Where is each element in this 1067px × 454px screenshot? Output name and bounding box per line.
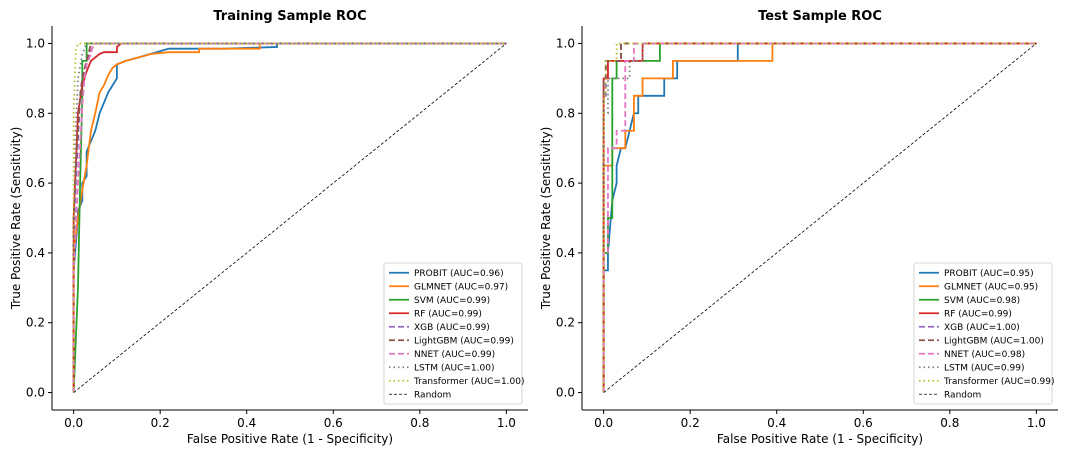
training-legend-label: LightGBM (AUC=0.99) bbox=[414, 336, 514, 346]
training-x-tick-label: 1.0 bbox=[497, 416, 516, 430]
test-chart-title: Test Sample ROC bbox=[758, 9, 882, 24]
test-legend-label: NNET (AUC=0.98) bbox=[944, 350, 1025, 360]
test-y-tick-label: 0.4 bbox=[556, 246, 575, 260]
test-series-line-svm bbox=[602, 42, 1037, 393]
test-x-tick-label: 0.2 bbox=[681, 416, 700, 430]
training-y-axis-label: True Positive Rate (Sensitivity) bbox=[9, 127, 23, 311]
test-x-tick-label: 0.8 bbox=[940, 416, 959, 430]
training-legend-label: PROBIT (AUC=0.96) bbox=[414, 269, 504, 279]
test-series-line-random bbox=[603, 43, 1037, 393]
training-x-axis-label: False Positive Rate (1 - Specificity) bbox=[187, 432, 393, 446]
test-legend-label: RF (AUC=0.99) bbox=[944, 309, 1012, 319]
training-series-line-lightgbm bbox=[72, 42, 507, 393]
test-y-tick-label: 0.8 bbox=[556, 106, 575, 120]
test-legend-label: GLMNET (AUC=0.95) bbox=[944, 282, 1038, 292]
training-series-line-random bbox=[73, 43, 507, 393]
training-legend-label: RF (AUC=0.99) bbox=[414, 309, 482, 319]
training-legend-label: XGB (AUC=0.99) bbox=[414, 323, 490, 333]
training-legend: PROBIT (AUC=0.96) GLMNET (AUC=0.97) SVM (A… bbox=[383, 262, 525, 405]
training-series-line-nnet bbox=[72, 42, 507, 393]
training-chart-title: Training Sample ROC bbox=[213, 9, 366, 24]
training-legend-label: NNET (AUC=0.99) bbox=[414, 350, 495, 360]
training-series-group bbox=[72, 42, 507, 393]
training-x-tick-label: 0.0 bbox=[64, 416, 83, 430]
training-legend-label: LSTM (AUC=1.00) bbox=[414, 363, 494, 373]
training-legend-label: Transformer (AUC=1.00) bbox=[413, 377, 525, 387]
test-legend-label: Random bbox=[944, 390, 981, 400]
test-y-tick-label: 0.0 bbox=[556, 386, 575, 400]
test-legend: PROBIT (AUC=0.95) GLMNET (AUC=0.95) SVM (A… bbox=[913, 262, 1055, 405]
test-x-tick-label: 1.0 bbox=[1027, 416, 1046, 430]
test-y-axis-label: True Positive Rate (Sensitivity) bbox=[539, 127, 553, 311]
test-series-line-nnet bbox=[602, 42, 1037, 393]
training-legend-label: Random bbox=[414, 390, 451, 400]
test-y-tick-label: 0.6 bbox=[556, 176, 575, 190]
training-legend-label: GLMNET (AUC=0.97) bbox=[414, 282, 508, 292]
test-x-tick-label: 0.0 bbox=[594, 416, 613, 430]
test-series-group bbox=[602, 42, 1037, 393]
training-x-tick-label: 0.8 bbox=[410, 416, 429, 430]
training-x-tick-label: 0.4 bbox=[237, 416, 256, 430]
test-legend-label: LightGBM (AUC=1.00) bbox=[944, 336, 1044, 346]
training-series-line-glmnet bbox=[72, 42, 507, 393]
training-x-tick-label: 0.6 bbox=[324, 416, 343, 430]
test-legend-label: Transformer (AUC=0.99) bbox=[943, 377, 1055, 387]
training-legend-box bbox=[383, 262, 523, 405]
test-y-tick-label: 0.2 bbox=[556, 316, 575, 330]
test-x-axis-label: False Positive Rate (1 - Specificity) bbox=[717, 432, 923, 446]
training-series-line-transformer bbox=[72, 42, 507, 393]
test-x-tick-label: 0.4 bbox=[767, 416, 786, 430]
test-x-tick-label: 0.6 bbox=[854, 416, 873, 430]
test-legend-label: LSTM (AUC=0.99) bbox=[944, 363, 1024, 373]
training-series-line-svm bbox=[72, 42, 507, 393]
test-series-line-transformer bbox=[602, 42, 1037, 393]
training-y-tick-label: 0.4 bbox=[26, 246, 45, 260]
training-y-tick-label: 1.0 bbox=[26, 36, 45, 50]
training-x-tick-label: 0.2 bbox=[151, 416, 170, 430]
training-y-tick-label: 0.8 bbox=[26, 106, 45, 120]
training-y-tick-label: 0.2 bbox=[26, 316, 45, 330]
test-legend-label: PROBIT (AUC=0.95) bbox=[944, 269, 1034, 279]
training-legend-label: SVM (AUC=0.99) bbox=[414, 296, 490, 306]
test-legend-label: SVM (AUC=0.98) bbox=[944, 296, 1020, 306]
test-roc-panel: Test Sample ROC False Positive Rate (1 -… bbox=[539, 9, 1058, 446]
test-legend-box bbox=[913, 262, 1053, 405]
test-y-tick-label: 1.0 bbox=[556, 36, 575, 50]
training-y-tick-label: 0.0 bbox=[26, 386, 45, 400]
test-legend-label: XGB (AUC=1.00) bbox=[944, 323, 1020, 333]
training-y-tick-label: 0.6 bbox=[26, 176, 45, 190]
training-roc-panel: Training Sample ROC False Positive Rate … bbox=[9, 9, 528, 446]
